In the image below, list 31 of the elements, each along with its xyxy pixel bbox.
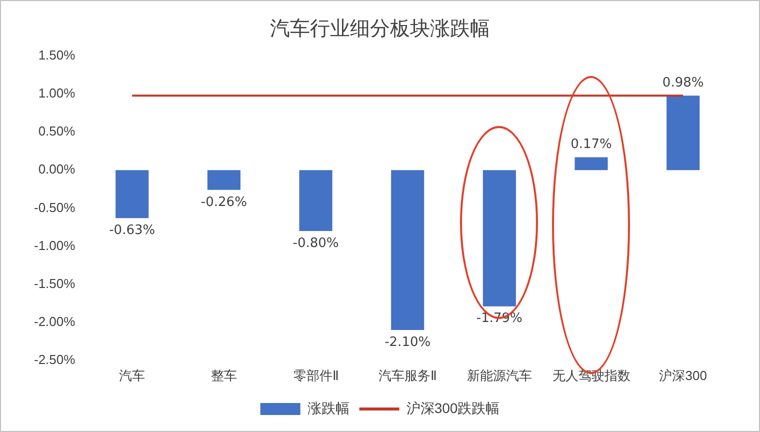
legend-label: 涨跌幅: [307, 400, 350, 416]
x-tick-label: 沪深300: [659, 368, 707, 383]
bar: [207, 170, 240, 190]
bar: [574, 157, 608, 170]
y-tick-label: -2.50%: [34, 352, 76, 367]
x-tick-label: 汽车服务Ⅱ: [378, 368, 437, 383]
y-tick-label: -1.50%: [34, 276, 76, 291]
data-label: -0.26%: [200, 194, 247, 210]
y-tick-label: -2.00%: [34, 314, 76, 329]
y-tick-label: 1.00%: [38, 86, 76, 101]
data-label: -0.80%: [292, 236, 339, 251]
bar: [666, 96, 700, 170]
bar: [482, 170, 516, 306]
x-tick-label: 汽车: [119, 368, 146, 383]
y-tick-label: 0.00%: [38, 162, 76, 177]
chart-title: 汽车行业细分板块涨跌幅: [270, 16, 490, 40]
bar: [391, 170, 424, 330]
x-tick-label: 整车: [210, 368, 237, 383]
legend-label: 沪深300跌跌幅: [406, 400, 500, 416]
bar: [116, 170, 149, 218]
x-tick-label: 零部件Ⅱ: [293, 368, 338, 383]
x-tick-label: 新能源汽车: [466, 368, 532, 383]
data-label: -2.10%: [384, 334, 431, 350]
data-label: 0.98%: [662, 75, 704, 90]
y-tick-label: 1.50%: [38, 48, 76, 63]
data-label: 0.17%: [570, 137, 612, 152]
bar: [299, 170, 332, 232]
data-label: -0.63%: [109, 222, 156, 238]
y-tick-label: 0.50%: [38, 124, 76, 139]
y-tick-label: -1.00%: [34, 238, 76, 253]
y-tick-label: -0.50%: [34, 200, 76, 215]
